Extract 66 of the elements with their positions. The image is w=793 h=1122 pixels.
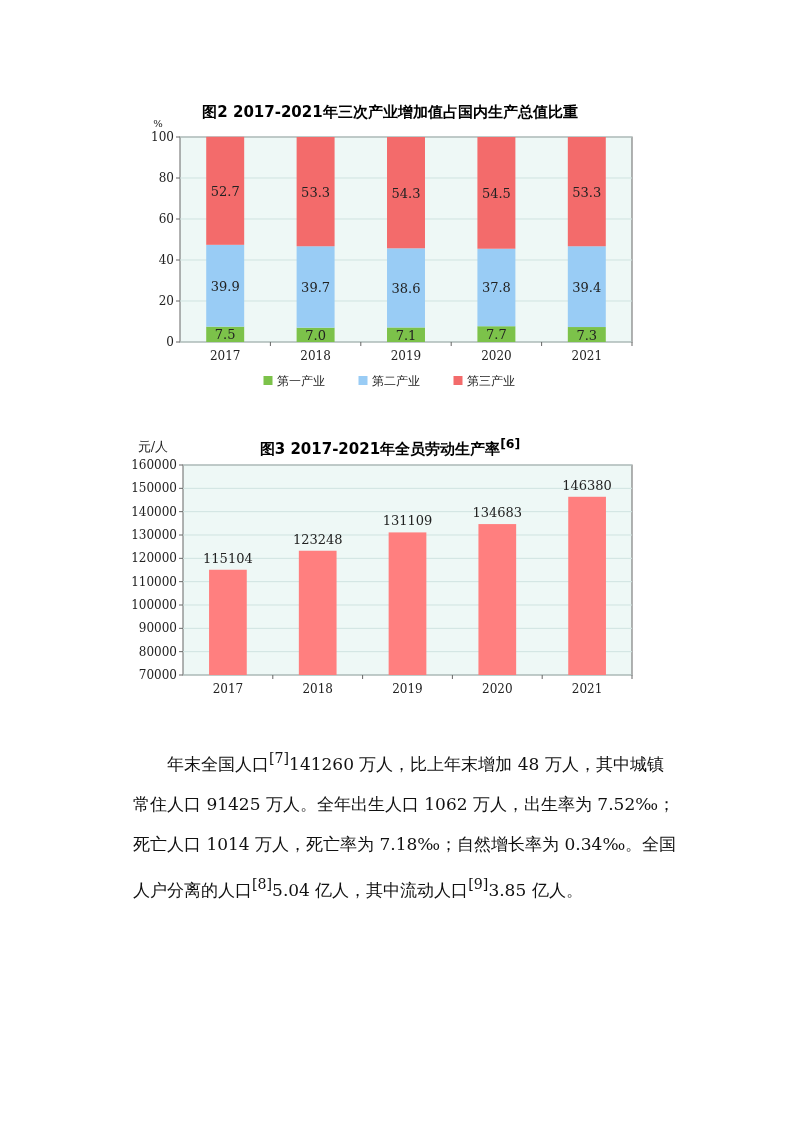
bar — [387, 137, 425, 249]
data-label: 146380 — [562, 477, 612, 493]
bar — [387, 327, 425, 342]
y-axis-title: % — [153, 118, 163, 129]
x-tick-label: 2018 — [300, 349, 331, 363]
y-tick-label: 100 — [151, 130, 174, 144]
y-tick-label: 40 — [158, 253, 174, 267]
data-label: 7.5 — [214, 327, 236, 343]
data-label: 7.7 — [486, 327, 507, 343]
bar — [477, 326, 516, 342]
chart-title: 图2 2017-2021年三次产业增加值占国内生产总值比重 — [202, 103, 578, 121]
y-tick-label: 150000 — [131, 481, 177, 496]
bar — [206, 136, 245, 245]
x-tick-label: 2017 — [212, 682, 244, 696]
legend-label: 第一产业 — [276, 374, 325, 388]
x-tick-label: 2021 — [571, 349, 603, 363]
bar — [387, 248, 425, 328]
y-tick-label: 80 — [158, 171, 174, 185]
x-tick-label: 2021 — [571, 682, 603, 696]
bar — [296, 246, 335, 328]
y-tick-label: 120000 — [131, 551, 177, 566]
y-tick-label: 110000 — [131, 574, 177, 589]
bar — [567, 137, 606, 247]
x-tick-label: 2019 — [392, 682, 423, 696]
bar — [477, 137, 516, 249]
data-label: 53.3 — [301, 184, 331, 200]
data-label: 7.0 — [305, 327, 326, 343]
legend-label: 第二产业 — [371, 374, 420, 388]
text: 年末全国人口$^{[7]}$141260 万人，比上年末增加 48 万人，其中城镇常住人口 91425 万人。全年出生人口 1062 万人，出生率为 7.52‰；死亡人口 1014 万人，死亡率为 7.18‰；自然增长率为 0.34‰。全国人户分离的人口$^{[8]}$5.04 亿人，其中流动人口$^{[9]}$3.85 亿人。 — [133, 750, 677, 900]
data-label: 38.6 — [391, 280, 421, 296]
data-label: 39.4 — [572, 279, 602, 295]
x-tick-label: 2017 — [209, 349, 241, 363]
data-label: 131109 — [382, 513, 433, 529]
bar — [477, 248, 516, 327]
data-label: 37.8 — [481, 280, 511, 296]
bar — [567, 246, 606, 328]
y-tick-label: 70000 — [138, 668, 177, 682]
data-label: 7.1 — [395, 327, 417, 343]
x-tick-label: 2018 — [302, 682, 333, 696]
data-label: 7.3 — [576, 327, 598, 343]
x-tick-label: 2020 — [481, 349, 512, 363]
data-label: 123248 — [292, 531, 343, 547]
y-tick-label: 100000 — [131, 598, 177, 612]
y-tick-label: 20 — [158, 294, 174, 308]
y-axis-title: 元/人 — [137, 439, 169, 454]
y-tick-label: 80000 — [138, 644, 177, 659]
bar — [296, 137, 335, 247]
data-label: 39.7 — [301, 279, 331, 295]
data-label: 115104 — [203, 550, 253, 566]
x-tick-label: 2019 — [390, 349, 422, 363]
x-tick-label: 2020 — [482, 682, 513, 696]
chart-title: 图3 2017-2021年全员劳动生产率$^{[6]}$ — [259, 436, 521, 458]
y-tick-label: 60 — [158, 212, 174, 226]
data-label: 39.9 — [210, 278, 240, 294]
data-label: 53.3 — [572, 184, 602, 200]
data-label: 54.5 — [481, 185, 511, 201]
data-label: 52.7 — [210, 183, 240, 199]
bar — [206, 244, 245, 327]
y-tick-label: 160000 — [131, 458, 177, 472]
data-label: 54.3 — [391, 185, 421, 201]
y-tick-label: 130000 — [131, 528, 177, 542]
y-tick-label: 0 — [166, 335, 174, 349]
y-tick-label: 140000 — [131, 504, 177, 519]
data-label: 134683 — [472, 505, 523, 521]
legend-label: 第三产业 — [466, 374, 515, 388]
y-tick-label: 90000 — [138, 621, 177, 636]
